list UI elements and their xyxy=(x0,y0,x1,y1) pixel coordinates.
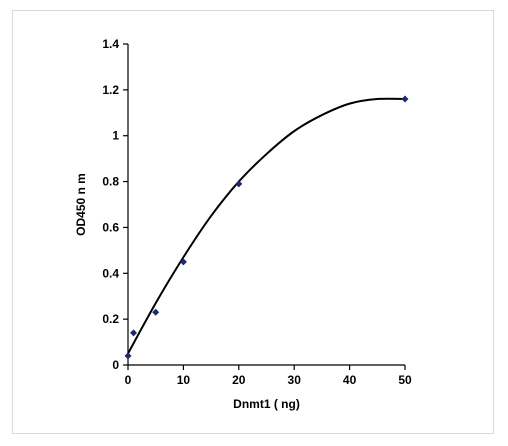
x-tick-label: 40 xyxy=(343,373,357,387)
x-tick-label: 50 xyxy=(398,373,412,387)
x-tick-label: 30 xyxy=(288,373,302,387)
y-axis-ticks: 0 0.2 0.4 0.6 0.8 1 1.2 1.4 xyxy=(102,37,128,372)
x-axis-ticks: 0 10 20 30 40 50 xyxy=(125,365,412,387)
data-point xyxy=(179,258,187,266)
y-tick-label: 1.4 xyxy=(102,37,119,51)
data-point xyxy=(152,308,160,316)
x-tick-label: 10 xyxy=(177,373,191,387)
y-tick-label: 1.2 xyxy=(102,83,119,97)
data-point xyxy=(124,352,132,360)
data-points xyxy=(124,95,409,360)
y-tick-label: 0.4 xyxy=(102,266,119,280)
y-tick-label: 0.2 xyxy=(102,312,119,326)
y-axis-label: OD450 n m xyxy=(74,173,88,236)
data-point xyxy=(401,95,409,103)
x-tick-label: 0 xyxy=(125,373,132,387)
trendline xyxy=(127,97,406,355)
data-point xyxy=(235,180,243,188)
data-point xyxy=(130,329,138,337)
x-axis-label: Dnmt1 ( ng) xyxy=(233,397,300,411)
chart-frame xyxy=(12,10,494,434)
y-tick-label: 0.6 xyxy=(102,220,119,234)
y-tick-label: 1 xyxy=(112,129,119,143)
x-tick-label: 20 xyxy=(232,373,246,387)
y-tick-label: 0 xyxy=(112,358,119,372)
y-tick-label: 0.8 xyxy=(102,175,119,189)
